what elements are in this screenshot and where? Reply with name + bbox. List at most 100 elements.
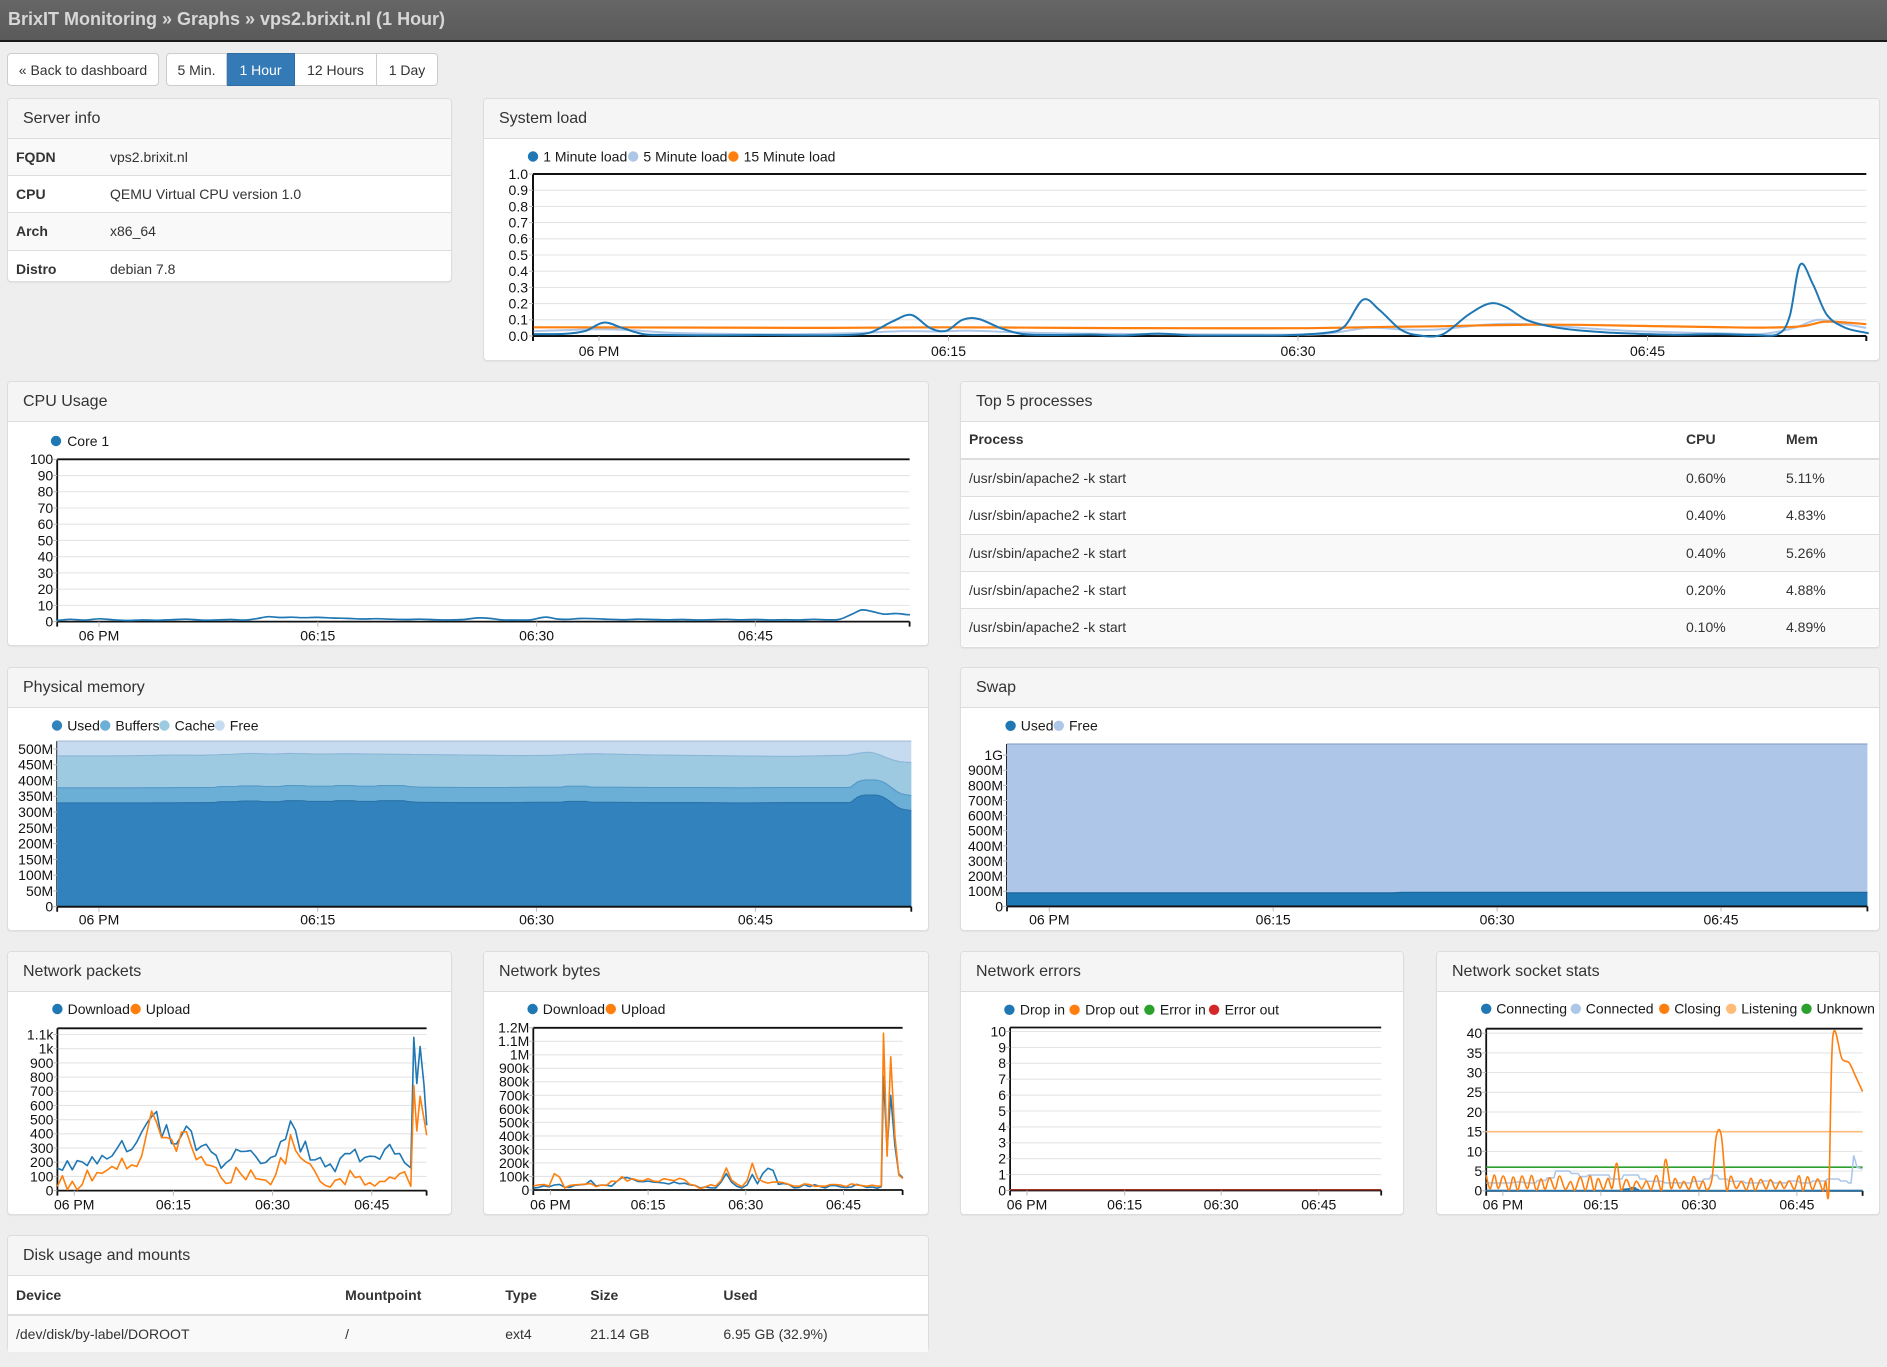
svg-text:0: 0 — [995, 898, 1003, 914]
svg-text:90: 90 — [38, 467, 54, 483]
svg-text:100M: 100M — [18, 867, 53, 883]
svg-text:300k: 300k — [499, 1141, 530, 1157]
svg-text:06:15: 06:15 — [156, 1197, 191, 1213]
svg-text:Upload: Upload — [621, 1001, 665, 1017]
svg-text:06:30: 06:30 — [1480, 912, 1515, 928]
svg-text:100k: 100k — [499, 1168, 530, 1184]
svg-text:06:15: 06:15 — [1583, 1197, 1618, 1213]
svg-text:06 PM: 06 PM — [1029, 912, 1069, 928]
svg-text:06 PM: 06 PM — [79, 912, 119, 928]
svg-text:600k: 600k — [499, 1101, 530, 1117]
svg-text:800M: 800M — [968, 777, 1003, 793]
svg-text:06:30: 06:30 — [728, 1197, 763, 1213]
svg-text:100: 100 — [30, 451, 54, 467]
svg-text:1 Minute load: 1 Minute load — [543, 148, 627, 164]
svg-text:40: 40 — [38, 549, 54, 565]
svg-text:350M: 350M — [18, 788, 53, 804]
svg-text:300M: 300M — [968, 853, 1003, 869]
svg-text:Download: Download — [68, 1001, 130, 1017]
svg-text:600M: 600M — [968, 808, 1003, 824]
svg-text:1M: 1M — [510, 1047, 529, 1063]
svg-text:06:15: 06:15 — [631, 1197, 666, 1213]
svg-text:0.9: 0.9 — [509, 182, 529, 198]
svg-text:Download: Download — [543, 1001, 605, 1017]
svg-text:06:30: 06:30 — [519, 628, 554, 644]
svg-text:Upload: Upload — [146, 1001, 190, 1017]
svg-text:0.0: 0.0 — [509, 328, 529, 344]
svg-text:0: 0 — [1474, 1183, 1482, 1199]
svg-text:1k: 1k — [39, 1041, 55, 1057]
svg-text:0.5: 0.5 — [509, 247, 529, 263]
svg-text:06:30: 06:30 — [1280, 343, 1315, 359]
svg-text:80: 80 — [38, 484, 54, 500]
svg-text:900k: 900k — [499, 1060, 530, 1076]
svg-text:1: 1 — [998, 1167, 1006, 1183]
svg-text:15: 15 — [1467, 1124, 1483, 1140]
svg-text:1.1k: 1.1k — [27, 1026, 54, 1042]
svg-text:100M: 100M — [968, 883, 1003, 899]
svg-text:06:45: 06:45 — [1630, 343, 1665, 359]
svg-text:06:30: 06:30 — [519, 912, 554, 928]
svg-text:Drop out: Drop out — [1085, 1002, 1139, 1018]
svg-text:30: 30 — [38, 565, 54, 581]
svg-text:06 PM: 06 PM — [530, 1197, 570, 1213]
svg-text:500: 500 — [30, 1112, 54, 1128]
svg-text:0.2: 0.2 — [509, 296, 529, 312]
svg-text:06 PM: 06 PM — [579, 343, 619, 359]
svg-text:3: 3 — [998, 1135, 1006, 1151]
svg-text:70: 70 — [38, 500, 54, 516]
svg-text:2: 2 — [998, 1151, 1006, 1167]
svg-text:20: 20 — [1467, 1104, 1483, 1120]
svg-text:100: 100 — [30, 1168, 54, 1184]
svg-text:35: 35 — [1467, 1045, 1483, 1061]
svg-text:30: 30 — [1467, 1065, 1483, 1081]
svg-text:06:15: 06:15 — [1256, 912, 1291, 928]
svg-text:200M: 200M — [968, 868, 1003, 884]
svg-text:06:45: 06:45 — [738, 628, 773, 644]
svg-text:300M: 300M — [18, 804, 53, 820]
svg-text:06 PM: 06 PM — [54, 1197, 94, 1213]
svg-text:1.2M: 1.2M — [498, 1020, 529, 1036]
svg-text:1G: 1G — [984, 747, 1003, 763]
svg-text:200k: 200k — [499, 1155, 530, 1171]
svg-text:06:30: 06:30 — [255, 1197, 290, 1213]
svg-text:Error in: Error in — [1160, 1002, 1206, 1018]
svg-text:06:45: 06:45 — [1703, 912, 1738, 928]
svg-text:900M: 900M — [968, 762, 1003, 778]
svg-text:500M: 500M — [18, 741, 53, 757]
svg-text:0.7: 0.7 — [509, 215, 529, 231]
svg-text:0: 0 — [45, 899, 53, 915]
svg-text:250M: 250M — [18, 820, 53, 836]
svg-text:0: 0 — [46, 1183, 54, 1199]
svg-text:200M: 200M — [18, 836, 53, 852]
svg-text:Drop in: Drop in — [1020, 1002, 1065, 1018]
svg-text:6: 6 — [998, 1087, 1006, 1103]
svg-text:25: 25 — [1467, 1084, 1483, 1100]
svg-text:0: 0 — [45, 614, 53, 630]
svg-text:4: 4 — [998, 1119, 1006, 1135]
svg-text:0: 0 — [998, 1182, 1006, 1198]
svg-text:400k: 400k — [499, 1128, 530, 1144]
svg-text:8: 8 — [998, 1055, 1006, 1071]
svg-text:40: 40 — [1467, 1025, 1483, 1041]
svg-text:5: 5 — [998, 1103, 1006, 1119]
svg-text:06:45: 06:45 — [826, 1197, 861, 1213]
svg-text:15 Minute load: 15 Minute load — [744, 148, 836, 164]
svg-text:400M: 400M — [18, 772, 53, 788]
svg-text:10: 10 — [1467, 1143, 1483, 1159]
svg-text:06:45: 06:45 — [1301, 1197, 1336, 1213]
svg-text:06:45: 06:45 — [1779, 1197, 1814, 1213]
svg-text:Unknown: Unknown — [1817, 1001, 1875, 1017]
svg-text:10: 10 — [38, 597, 54, 613]
svg-text:900: 900 — [30, 1055, 54, 1071]
svg-text:0.6: 0.6 — [509, 231, 529, 247]
svg-text:9: 9 — [998, 1039, 1006, 1055]
svg-text:10: 10 — [991, 1023, 1007, 1039]
svg-text:06 PM: 06 PM — [1007, 1197, 1047, 1213]
svg-text:Core 1: Core 1 — [67, 433, 109, 449]
svg-text:Free: Free — [230, 717, 259, 733]
svg-text:800k: 800k — [499, 1074, 530, 1090]
svg-text:06:15: 06:15 — [300, 628, 335, 644]
svg-text:450M: 450M — [18, 757, 53, 773]
svg-text:06:15: 06:15 — [300, 912, 335, 928]
